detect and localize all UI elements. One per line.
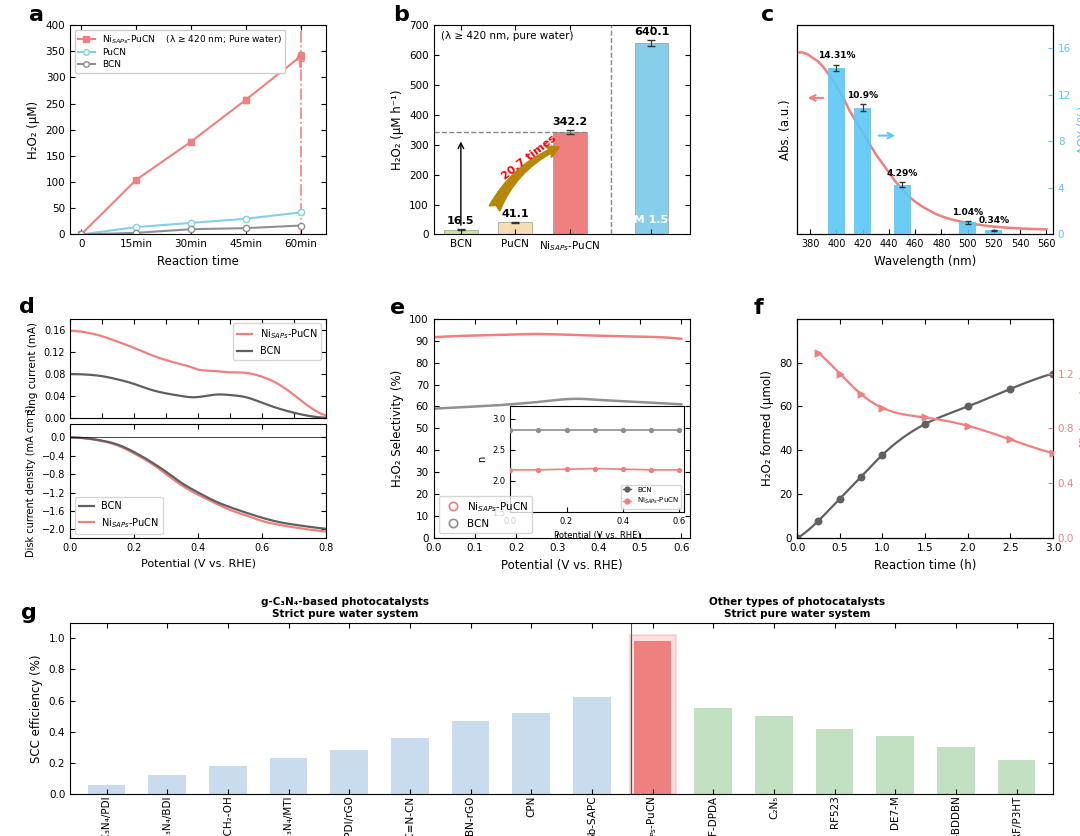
Text: 14.31%: 14.31%: [818, 51, 855, 60]
Bar: [330, 751, 368, 794]
Bar: [815, 729, 853, 794]
Text: 0.34%: 0.34%: [978, 217, 1010, 225]
Text: 1.04%: 1.04%: [953, 207, 983, 217]
Legend: Ni$_{SAPs}$-PuCN, BCN: Ni$_{SAPs}$-PuCN, BCN: [438, 496, 532, 533]
Text: 41.1: 41.1: [501, 208, 529, 218]
Text: 10.9%: 10.9%: [847, 90, 878, 99]
Bar: [828, 68, 845, 234]
Point: [788, 532, 806, 545]
Y-axis label: Ring current (mA): Ring current (mA): [28, 322, 38, 415]
Text: 342.2: 342.2: [552, 117, 588, 127]
Point: [917, 417, 934, 431]
FancyBboxPatch shape: [630, 635, 676, 794]
Text: d: d: [19, 297, 35, 317]
X-axis label: Potential (V vs. RHE): Potential (V vs. RHE): [140, 558, 256, 568]
Point: [852, 387, 869, 400]
X-axis label: Wavelength (nm): Wavelength (nm): [874, 255, 976, 268]
Bar: [694, 708, 732, 794]
Y-axis label: AQY (%): AQY (%): [1077, 105, 1080, 154]
Point: [959, 419, 976, 432]
Text: g: g: [22, 603, 37, 623]
Y-axis label: Disk current density (mA cm⁻²): Disk current density (mA cm⁻²): [26, 405, 37, 558]
Bar: [893, 185, 910, 234]
Point: [810, 514, 827, 528]
Point: [959, 400, 976, 413]
Bar: [210, 766, 246, 794]
Y-axis label: SCC efficiency (%): SCC efficiency (%): [30, 654, 43, 762]
Text: AM 1.5G: AM 1.5G: [625, 216, 677, 226]
Text: a: a: [29, 5, 44, 25]
Legend: Ni$_{SAPs}$-PuCN    (λ ≥ 420 nm; Pure water), PuCN, BCN: Ni$_{SAPs}$-PuCN (λ ≥ 420 nm; Pure water…: [75, 29, 285, 73]
Text: Other types of photocatalysts
Strict pure water system: Other types of photocatalysts Strict pur…: [710, 598, 886, 619]
Bar: [985, 231, 1002, 234]
Point: [832, 492, 849, 506]
Bar: [148, 776, 186, 794]
Point: [1044, 367, 1062, 380]
Bar: [998, 760, 1036, 794]
Bar: [635, 43, 669, 234]
Bar: [553, 132, 586, 234]
Bar: [634, 641, 672, 794]
X-axis label: Reaction time: Reaction time: [158, 255, 239, 268]
Bar: [391, 738, 429, 794]
Bar: [270, 758, 308, 794]
Point: [852, 470, 869, 483]
Text: c: c: [761, 5, 774, 25]
Y-axis label: H₂O₂ Selectivity (%): H₂O₂ Selectivity (%): [391, 370, 404, 487]
Point: [1044, 446, 1062, 460]
Bar: [451, 721, 489, 794]
Text: 16.5: 16.5: [447, 216, 474, 226]
Text: f: f: [754, 298, 764, 319]
Text: 20.7 times: 20.7 times: [500, 133, 558, 181]
Text: g-C₃N₄-based photocatalysts
Strict pure water system: g-C₃N₄-based photocatalysts Strict pure …: [261, 598, 430, 619]
Point: [874, 448, 891, 461]
Point: [810, 346, 827, 359]
Bar: [959, 222, 976, 234]
Text: e: e: [390, 298, 405, 319]
Text: 4.29%: 4.29%: [887, 169, 918, 177]
Bar: [937, 747, 975, 794]
Bar: [444, 230, 477, 234]
Point: [1002, 382, 1020, 395]
Y-axis label: H₂O₂ (μM): H₂O₂ (μM): [27, 100, 40, 159]
X-axis label: Reaction time (h): Reaction time (h): [874, 558, 976, 572]
Bar: [573, 697, 610, 794]
Bar: [854, 108, 872, 234]
Point: [1002, 433, 1020, 446]
Text: (λ ≥ 420 nm, pure water): (λ ≥ 420 nm, pure water): [442, 32, 573, 41]
Text: b: b: [393, 5, 408, 25]
Point: [917, 410, 934, 424]
Point: [832, 367, 849, 380]
Bar: [87, 785, 125, 794]
Bar: [755, 716, 793, 794]
Legend: BCN, Ni$_{SAPs}$-PuCN: BCN, Ni$_{SAPs}$-PuCN: [76, 497, 163, 533]
Bar: [877, 737, 914, 794]
Point: [874, 401, 891, 415]
Text: 640.1: 640.1: [634, 27, 670, 37]
X-axis label: Potential (V vs. RHE): Potential (V vs. RHE): [501, 558, 622, 572]
Legend: Ni$_{SAPs}$-PuCN, BCN: Ni$_{SAPs}$-PuCN, BCN: [233, 324, 321, 359]
Bar: [499, 222, 532, 234]
Y-axis label: H₂O₂ (μM h⁻¹): H₂O₂ (μM h⁻¹): [391, 89, 404, 170]
Y-axis label: H₂O₂ formed (μmol): H₂O₂ formed (μmol): [760, 370, 773, 487]
Y-axis label: Abs. (a.u.): Abs. (a.u.): [779, 99, 792, 160]
Bar: [512, 713, 550, 794]
